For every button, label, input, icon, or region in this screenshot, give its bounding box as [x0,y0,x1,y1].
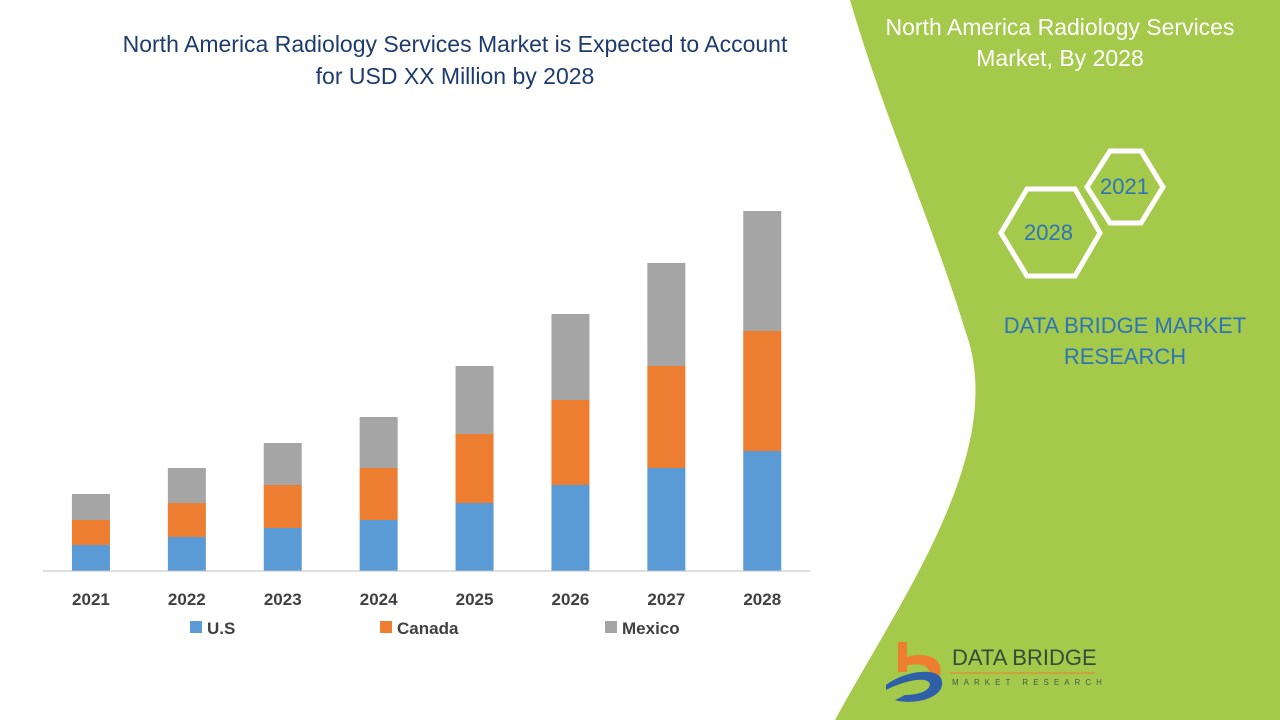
bar-mexico-2024 [359,417,398,468]
bar-canada-2028 [743,331,782,451]
x-tick-label: 2027 [647,590,685,609]
bar-mexico-2026 [551,314,590,400]
chart-title: North America Radiology Services Market … [122,31,788,89]
bar-us-2022 [167,537,206,571]
x-tick-label: 2023 [264,590,302,609]
bar-us-2026 [551,485,590,571]
bar-mexico-2028 [743,211,782,331]
bar-mexico-2025 [455,366,494,434]
bar-canada-2024 [359,468,398,520]
bar-us-2024 [359,520,398,571]
brand-text: DATA BRIDGE MARKET RESEARCH [1003,313,1247,369]
bar-canada-2022 [167,503,206,537]
hexagon-2028-icon [998,186,1103,279]
bar-us-2028 [743,451,782,571]
bar-mexico-2023 [263,443,302,485]
bar-mexico-2021 [71,494,110,520]
bar-canada-2025 [455,434,494,503]
logo-text: DATA BRIDGE [952,645,1097,670]
bar-canada-2023 [263,485,302,528]
legend-swatch-1 [380,621,392,633]
bar-canada-2027 [647,366,686,468]
x-tick-label: 2028 [743,590,781,609]
bar-us-2021 [71,545,110,571]
legend-label-2: Mexico [622,619,680,638]
green-panel [835,0,1280,720]
x-tick-label: 2021 [72,590,110,609]
bar-canada-2026 [551,400,590,485]
logo-subtext: MARKET RESEARCH [952,678,1107,687]
x-tick-label: 2026 [552,590,590,609]
bar-us-2023 [263,528,302,571]
x-tick-label: 2024 [360,590,398,609]
legend-label-1: Canada [397,619,459,638]
legend-swatch-0 [190,621,202,633]
logo-icon [886,642,943,702]
bar-mexico-2027 [647,263,686,366]
hex-label-2028: 2028 [1024,220,1073,245]
x-tick-label: 2022 [168,590,206,609]
bar-us-2027 [647,468,686,571]
legend-swatch-2 [605,621,617,633]
hex-label-2021: 2021 [1100,174,1149,199]
bar-us-2025 [455,503,494,571]
bar-mexico-2022 [167,468,206,503]
hexagon-2021-icon [1084,148,1166,226]
bar-canada-2021 [71,520,110,545]
side-title: North America Radiology Services Market,… [885,14,1235,71]
x-tick-label: 2025 [456,590,494,609]
legend-label-0: U.S [207,619,235,638]
chart-area: 2021 2022 2023 2024 2025 2026 2027 2028 U.S Canad… [43,211,810,638]
